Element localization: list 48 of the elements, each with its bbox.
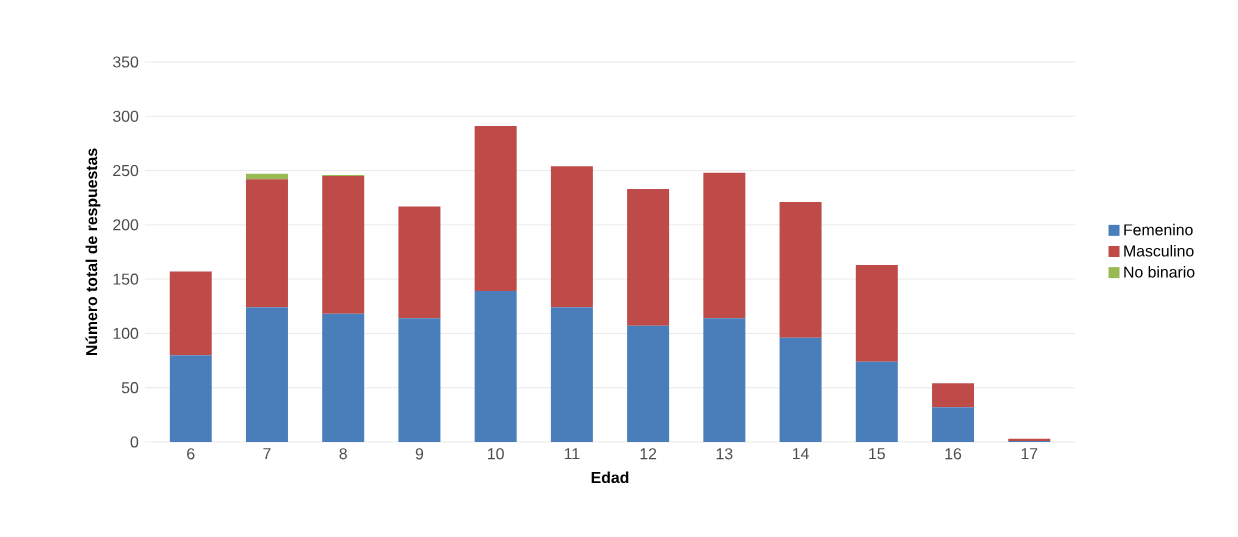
x-tick-label: 17 xyxy=(1021,448,1038,460)
x-tick-label: 13 xyxy=(716,448,733,460)
bar xyxy=(703,172,746,319)
bar xyxy=(169,271,212,356)
bar xyxy=(550,307,593,442)
y-axis-title: Número total de respuestas xyxy=(85,148,101,356)
bar xyxy=(398,318,441,442)
bar xyxy=(550,166,593,308)
x-tick-label: 15 xyxy=(869,448,885,460)
bar xyxy=(779,202,822,338)
legend-label: No binario xyxy=(1124,266,1195,278)
y-tick-label: 200 xyxy=(113,219,139,231)
x-tick-label: 14 xyxy=(792,448,809,460)
bar xyxy=(855,361,898,442)
y-tick-label: 350 xyxy=(113,56,139,68)
bar xyxy=(245,173,288,180)
x-tick-label: 16 xyxy=(945,448,962,460)
legend-label: Femenino xyxy=(1124,223,1193,236)
y-tick-label: 50 xyxy=(121,382,139,394)
legend-label: Masculino xyxy=(1124,244,1194,257)
bar xyxy=(627,325,670,442)
bar xyxy=(932,407,975,442)
y-tick-label: 0 xyxy=(130,436,139,448)
bar xyxy=(245,179,288,308)
bar xyxy=(322,313,365,442)
bar xyxy=(855,265,898,362)
bar xyxy=(703,318,746,442)
y-tick-label: 100 xyxy=(113,327,139,340)
x-tick-label: 10 xyxy=(488,448,504,460)
x-tick-label: 7 xyxy=(263,448,271,460)
y-tick-label: 150 xyxy=(113,273,139,285)
x-axis-title: Edad xyxy=(591,471,629,484)
x-tick-label: 9 xyxy=(415,448,424,460)
bar xyxy=(627,189,670,326)
bar xyxy=(169,355,212,442)
bar xyxy=(398,206,441,319)
bar xyxy=(474,291,517,442)
y-tick-label: 300 xyxy=(113,110,139,122)
y-tick-label: 250 xyxy=(113,164,139,177)
bar xyxy=(932,383,975,408)
bar xyxy=(474,126,517,292)
x-tick-label: 8 xyxy=(339,448,347,460)
bar xyxy=(245,307,288,442)
bar xyxy=(779,337,822,442)
x-tick-label: 11 xyxy=(564,448,580,460)
bar xyxy=(322,175,365,314)
x-tick-label: 6 xyxy=(187,448,195,460)
x-tick-label: 12 xyxy=(640,448,657,460)
